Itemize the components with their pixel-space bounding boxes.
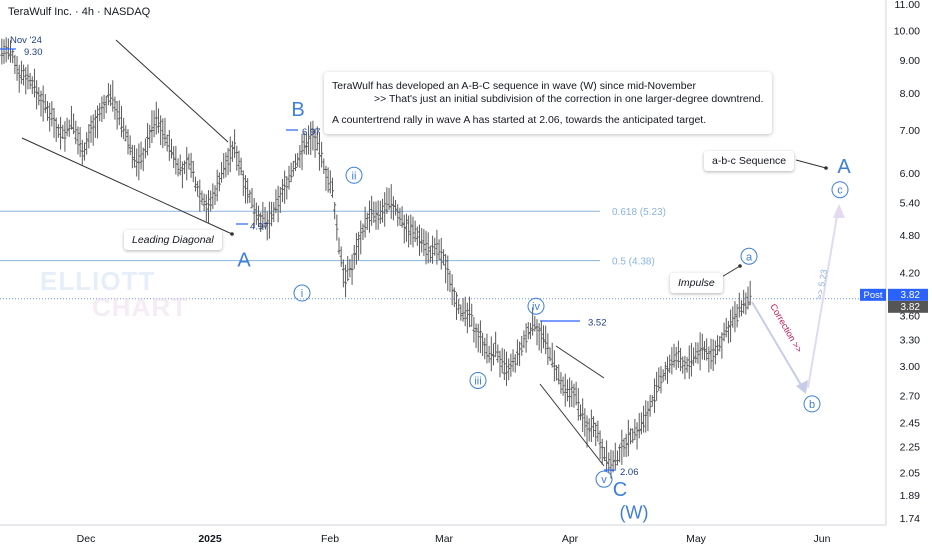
y-tick-label: 1.74 — [900, 513, 921, 525]
wave-label: iv — [532, 301, 540, 313]
y-tick-label: 5.40 — [900, 197, 921, 209]
diagonal-lower-line — [21, 137, 233, 235]
wave-circle — [469, 371, 487, 389]
wave-circle — [595, 470, 613, 488]
correction-arrow — [751, 301, 805, 391]
y-tick-label: 3.30 — [900, 335, 921, 347]
x-tick-label: 2025 — [198, 533, 222, 545]
wave-label: c — [837, 185, 843, 197]
y-tick-label: 6.00 — [900, 168, 921, 180]
wave-label: iii — [474, 375, 481, 387]
y-tick-label: 3.60 — [900, 310, 921, 322]
price-label: Nov '24 — [10, 35, 42, 46]
target-arrow-line — [807, 209, 839, 389]
watermark: ELLIOTT CHART — [40, 268, 188, 320]
fib-label: 0.5 (4.38) — [612, 257, 655, 268]
price-label: 4.97 — [250, 221, 269, 232]
watermark-line-2: CHART — [92, 292, 188, 322]
wave-label: b — [809, 399, 815, 411]
abc-leader — [795, 159, 827, 169]
fib-label: 0.618 (5.23) — [612, 207, 666, 218]
y-tick-label: 2.25 — [900, 441, 921, 453]
post-tag-label: Post — [863, 290, 882, 301]
wave-label: A — [837, 156, 851, 178]
correction-label: Correction >> — [768, 302, 804, 354]
y-tick-label: 2.05 — [900, 467, 921, 479]
x-tick-label: May — [686, 533, 707, 545]
price-tag-2 — [888, 300, 928, 313]
y-tick-label: 2.45 — [900, 418, 921, 430]
x-tick-label: Mar — [435, 533, 454, 545]
price-tag-2-label: 3.82 — [901, 302, 921, 313]
y-tick-label: 4.20 — [900, 267, 921, 279]
wave-circle — [293, 284, 311, 302]
wave-label: v — [601, 474, 607, 486]
price-tag-label: 3.82 — [901, 290, 921, 301]
note-line-3: A countertrend rally in wave A has start… — [332, 114, 707, 126]
y-tick-label: 10.00 — [894, 26, 920, 38]
x-tick-label: Feb — [321, 533, 339, 545]
abc-sequence-label: a-b-c Sequence — [704, 151, 795, 171]
y-tick-label: 11.00 — [895, 0, 921, 11]
y-tick-label: 3.00 — [900, 361, 921, 373]
wave-label: B — [291, 99, 304, 121]
wave-circle — [527, 297, 545, 315]
wave-label: a — [746, 251, 753, 263]
wave-label: ii — [352, 170, 357, 182]
price-label: 2.06 — [620, 467, 639, 478]
price-tag — [888, 288, 928, 301]
y-tick-label: 7.00 — [900, 125, 921, 137]
note-line-1: TeraWulf has developed an A-B-C sequence… — [332, 80, 696, 92]
wave-circle — [831, 181, 849, 199]
x-tick-label: Dec — [77, 533, 96, 545]
wave-label: (W) — [620, 503, 649, 523]
watermark-line-1: ELLIOTT — [40, 266, 156, 296]
post-tag — [860, 288, 886, 301]
target-label: >> 5.23 — [814, 269, 829, 301]
price-labels: Nov '249.30 6.97 4.97 3.52 2.06 — [10, 35, 639, 478]
chart-title: TeraWulf Inc. · 4h · NASDAQ — [8, 6, 151, 18]
fib-levels: 0.618 (5.23) 0.5 (4.38) — [0, 207, 886, 300]
wave-label: C — [613, 479, 627, 501]
price-label: 6.97 — [302, 127, 321, 138]
y-tick-label: 8.00 — [900, 88, 921, 100]
x-tick-label: Apr — [562, 533, 579, 545]
impulse-label: Impulse — [670, 273, 723, 293]
y-tick-label: 1.89 — [900, 490, 921, 502]
correction-arrowhead — [796, 380, 808, 394]
y-tick-label: 9.00 — [900, 55, 921, 67]
leading-diagonal-label: Leading Diagonal — [124, 230, 222, 250]
price-label: 9.30 — [24, 47, 43, 58]
y-tick-label: 4.80 — [900, 230, 921, 242]
wave-circle — [803, 395, 821, 413]
analysis-note: TeraWulf has developed an A-B-C sequence… — [324, 72, 772, 134]
ending-diagonal-upper — [555, 345, 605, 379]
wave-circle — [345, 166, 363, 184]
candle-series — [0, 37, 752, 479]
ending-diagonal-lower — [539, 383, 605, 467]
target-arrowhead — [833, 204, 845, 218]
impulse-leader — [719, 265, 741, 279]
wave-circle — [740, 247, 758, 265]
wave-label: A — [237, 249, 251, 271]
note-line-2: >> That's just an initial subdivision of… — [374, 93, 764, 105]
x-tick-label: Jun — [814, 533, 831, 545]
y-tick-label: 2.70 — [900, 391, 921, 403]
diagonal-upper-line — [115, 39, 229, 143]
price-label: 3.52 — [588, 318, 607, 329]
wave-label: i — [301, 288, 303, 300]
